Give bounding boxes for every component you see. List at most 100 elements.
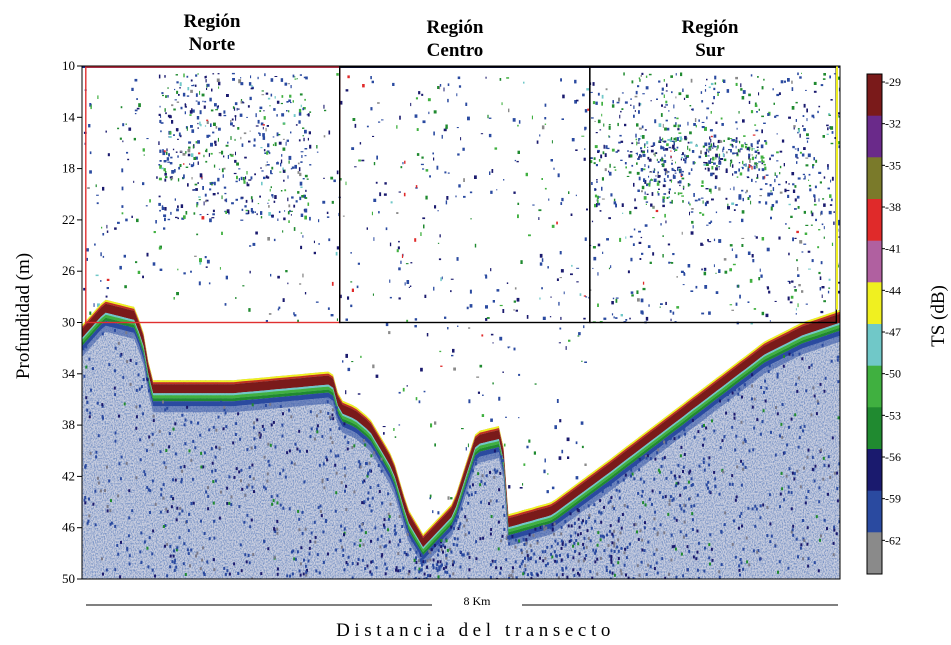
water-scatter <box>629 317 631 320</box>
subbottom-speckle <box>637 458 640 462</box>
subbottom-speckle <box>258 431 261 435</box>
subbottom-speckle <box>832 541 835 545</box>
subbottom-speckle <box>527 557 530 560</box>
subbottom-speckle <box>126 546 129 550</box>
subbottom-speckle <box>670 558 673 562</box>
water-scatter <box>526 445 529 449</box>
water-scatter <box>220 115 222 117</box>
subbottom-speckle <box>176 546 179 550</box>
subbottom-speckle <box>578 552 581 556</box>
subbottom-speckle <box>415 550 418 554</box>
water-scatter <box>700 91 703 94</box>
water-scatter <box>340 100 343 105</box>
subbottom-speckle <box>713 470 716 474</box>
subbottom-speckle <box>629 542 631 546</box>
subbottom-speckle <box>574 549 576 553</box>
water-scatter <box>647 149 649 153</box>
subbottom-speckle <box>395 568 397 572</box>
subbottom-speckle <box>316 427 318 431</box>
water-scatter <box>451 354 454 357</box>
water-scatter <box>640 135 643 137</box>
water-scatter <box>698 198 701 201</box>
water-scatter <box>274 96 276 99</box>
subbottom-speckle <box>166 509 169 513</box>
water-scatter <box>684 159 687 164</box>
subbottom-speckle <box>480 500 483 504</box>
water-scatter <box>444 316 447 319</box>
water-scatter <box>135 261 138 264</box>
subbottom-speckle <box>293 557 296 561</box>
water-scatter <box>376 155 378 160</box>
water-scatter <box>271 215 274 217</box>
water-scatter <box>441 134 443 139</box>
subbottom-speckle <box>149 489 152 493</box>
water-scatter <box>556 221 558 225</box>
water-scatter <box>330 314 334 317</box>
water-scatter <box>423 390 426 393</box>
water-scatter <box>683 186 685 189</box>
water-scatter <box>683 158 685 161</box>
water-scatter <box>700 185 704 187</box>
subbottom-speckle <box>309 539 312 543</box>
subbottom-speckle <box>550 552 553 556</box>
water-scatter <box>684 154 686 158</box>
water-scatter <box>691 108 693 110</box>
subbottom-speckle <box>466 491 469 495</box>
water-scatter <box>837 290 840 294</box>
water-scatter <box>179 82 182 87</box>
water-scatter <box>523 463 526 466</box>
water-scatter <box>699 212 702 214</box>
subbottom-speckle <box>744 465 747 469</box>
water-scatter <box>254 173 256 176</box>
subbottom-speckle <box>288 449 291 453</box>
water-scatter <box>193 162 195 167</box>
water-scatter <box>288 204 291 208</box>
subbottom-speckle <box>582 542 585 546</box>
subbottom-speckle <box>452 572 455 576</box>
subbottom-speckle <box>359 465 362 469</box>
subbottom-speckle <box>557 576 560 579</box>
subbottom-speckle <box>351 576 354 579</box>
subbottom-speckle <box>744 439 747 443</box>
water-scatter <box>165 151 168 155</box>
water-scatter <box>505 416 507 418</box>
water-scatter <box>163 214 167 217</box>
water-scatter <box>729 143 732 146</box>
subbottom-speckle <box>279 404 282 408</box>
water-scatter <box>318 219 320 223</box>
water-scatter <box>179 164 182 167</box>
water-scatter <box>268 313 272 315</box>
water-scatter <box>383 432 385 435</box>
water-scatter <box>818 271 821 275</box>
subbottom-speckle <box>240 479 242 483</box>
water-scatter <box>215 109 218 111</box>
water-scatter <box>175 216 178 219</box>
subbottom-speckle <box>361 501 364 505</box>
subbottom-speckle <box>610 558 613 561</box>
water-scatter <box>285 141 287 146</box>
water-scatter <box>265 164 267 167</box>
water-scatter <box>164 173 167 176</box>
water-scatter <box>134 113 137 115</box>
y-tick-label: 50 <box>62 571 75 586</box>
water-scatter <box>125 218 128 222</box>
water-scatter <box>713 96 715 100</box>
subbottom-speckle <box>138 387 141 391</box>
water-scatter <box>203 105 206 109</box>
x-axis-label: Distancia del transecto <box>336 620 615 641</box>
water-scatter <box>637 85 640 88</box>
subbottom-speckle <box>86 408 89 412</box>
water-scatter <box>837 112 840 115</box>
water-scatter <box>636 141 638 146</box>
subbottom-speckle <box>114 439 117 443</box>
subbottom-speckle <box>184 573 187 576</box>
subbottom-speckle <box>616 545 619 549</box>
subbottom-speckle <box>432 558 435 562</box>
subbottom-speckle <box>304 527 307 531</box>
subbottom-speckle <box>99 489 102 493</box>
subbottom-speckle <box>440 545 443 549</box>
subbottom-speckle <box>674 476 677 480</box>
subbottom-speckle <box>336 411 339 415</box>
distance-scale-label: 8 Km <box>432 594 522 609</box>
water-scatter <box>819 287 822 291</box>
